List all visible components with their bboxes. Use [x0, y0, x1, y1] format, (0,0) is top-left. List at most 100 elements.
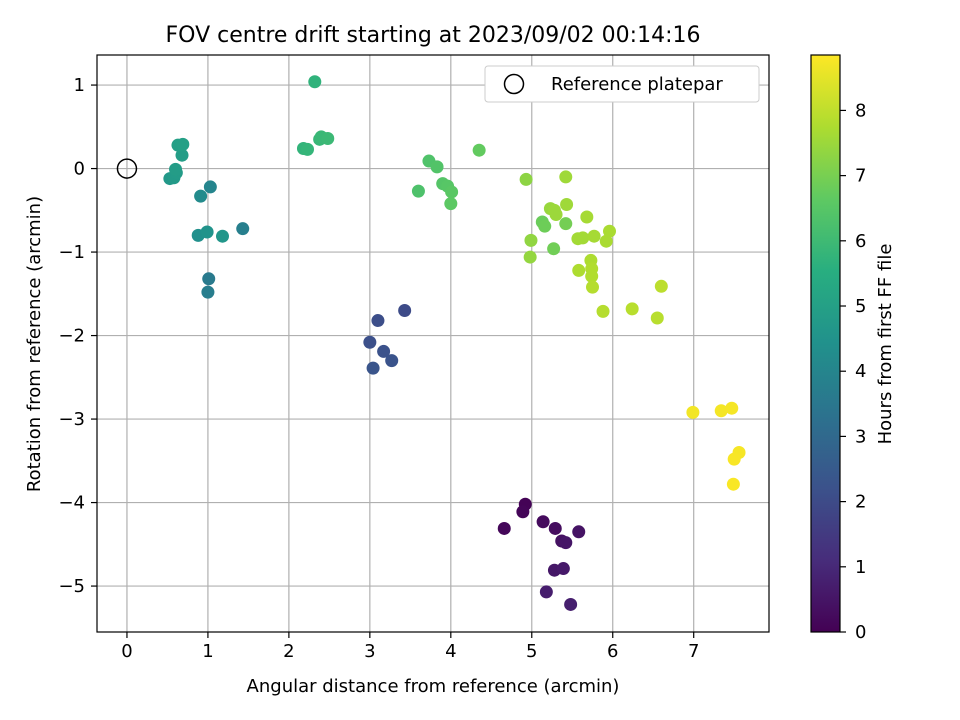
x-tick-label: 1: [202, 641, 213, 662]
data-point: [201, 285, 215, 299]
data-point: [576, 231, 590, 245]
y-tick-label: 1: [74, 75, 85, 96]
data-point: [572, 263, 586, 277]
data-point: [445, 185, 459, 199]
colorbar-tick-label: 0: [855, 622, 866, 643]
data-point: [169, 162, 183, 176]
data-point: [200, 225, 214, 239]
legend: Reference platepar: [484, 65, 760, 103]
data-point: [377, 344, 391, 358]
data-point: [580, 210, 594, 224]
data-point: [175, 148, 189, 162]
data-point: [430, 160, 444, 174]
colorbar-label: Hours from first FF file: [875, 244, 896, 445]
x-tick-label: 6: [607, 641, 618, 662]
x-axis-label: Angular distance from reference (arcmin): [247, 676, 620, 697]
x-tick-label: 3: [364, 641, 375, 662]
data-point: [549, 207, 563, 221]
y-tick-label: 0: [74, 159, 85, 180]
data-point: [587, 229, 601, 243]
data-point: [444, 197, 458, 211]
data-point: [536, 515, 550, 529]
data-point: [523, 250, 537, 264]
grid: [97, 55, 769, 632]
data-point: [301, 142, 315, 156]
y-tick-label: −4: [58, 493, 85, 514]
x-tick-label: 0: [121, 641, 132, 662]
data-point: [686, 405, 700, 419]
colorbar-tick-label: 2: [855, 492, 866, 513]
data-point: [236, 222, 250, 236]
y-axis-ticks: 1 0 −1 −2 −3 −4 −5: [58, 75, 97, 597]
data-point: [625, 302, 639, 316]
data-point: [539, 585, 553, 599]
data-point: [398, 304, 412, 318]
data-point: [472, 143, 486, 157]
data-point: [547, 242, 561, 256]
colorbar-ticks: 0 1 2 3 4 5 6 7 8: [840, 100, 866, 643]
data-points: [163, 75, 746, 611]
x-tick-label: 7: [688, 641, 699, 662]
data-point: [559, 217, 573, 231]
legend-marker: [503, 73, 525, 95]
plot-frame: [96, 54, 770, 633]
data-point: [603, 224, 617, 238]
data-point: [572, 525, 586, 539]
colorbar-tick-label: 3: [855, 426, 866, 447]
data-point: [203, 180, 217, 194]
y-tick-label: −1: [58, 242, 85, 263]
data-point: [194, 189, 208, 203]
data-point: [560, 197, 574, 211]
y-tick-label: −3: [58, 409, 85, 430]
legend-box: [484, 65, 760, 103]
data-point: [371, 314, 385, 328]
data-point: [650, 311, 664, 325]
data-point: [176, 137, 190, 151]
legend-label: Reference platepar: [551, 74, 723, 95]
data-point: [559, 170, 573, 184]
colorbar-tick-label: 5: [855, 296, 866, 317]
data-point: [215, 229, 229, 243]
colorbar-tick-label: 6: [855, 231, 866, 252]
colorbar-gradient: [811, 55, 840, 632]
data-point: [202, 272, 216, 286]
x-tick-label: 5: [526, 641, 537, 662]
data-point: [559, 536, 573, 550]
data-point: [564, 597, 578, 611]
data-point: [596, 304, 610, 318]
reference-platepar-marker: [116, 158, 138, 179]
data-point: [385, 354, 399, 368]
colorbar-tick-label: 4: [855, 361, 866, 382]
data-point: [725, 401, 739, 415]
data-point: [585, 280, 599, 294]
data-point: [516, 505, 530, 519]
data-point: [308, 75, 322, 89]
data-point: [654, 279, 668, 293]
x-tick-label: 4: [445, 641, 456, 662]
data-point: [585, 269, 599, 283]
colorbar-tick-label: 7: [855, 166, 866, 187]
data-point: [524, 233, 538, 247]
colorbar-tick-label: 1: [855, 557, 866, 578]
colorbar-tick-label: 8: [855, 100, 866, 121]
data-point: [363, 335, 377, 349]
y-tick-label: −5: [58, 576, 85, 597]
data-point: [556, 562, 570, 576]
data-point: [321, 132, 335, 146]
colorbar-frame: [810, 54, 841, 633]
y-tick-label: −2: [58, 326, 85, 347]
data-point: [497, 521, 511, 535]
data-point: [411, 184, 425, 198]
colorbar: 0 1 2 3 4 5 6 7 8 Hours from first FF file: [810, 54, 896, 643]
x-tick-label: 2: [283, 641, 294, 662]
plot-background: [97, 55, 769, 632]
data-point: [538, 219, 552, 233]
data-point: [599, 234, 613, 248]
x-axis-ticks: 0 1 2 3 4 5 6 7: [121, 632, 699, 662]
data-point: [548, 521, 562, 535]
data-point: [714, 404, 728, 418]
chart-title: FOV centre drift starting at 2023/09/02 …: [166, 23, 701, 48]
data-point: [519, 172, 533, 186]
data-point: [726, 477, 740, 491]
